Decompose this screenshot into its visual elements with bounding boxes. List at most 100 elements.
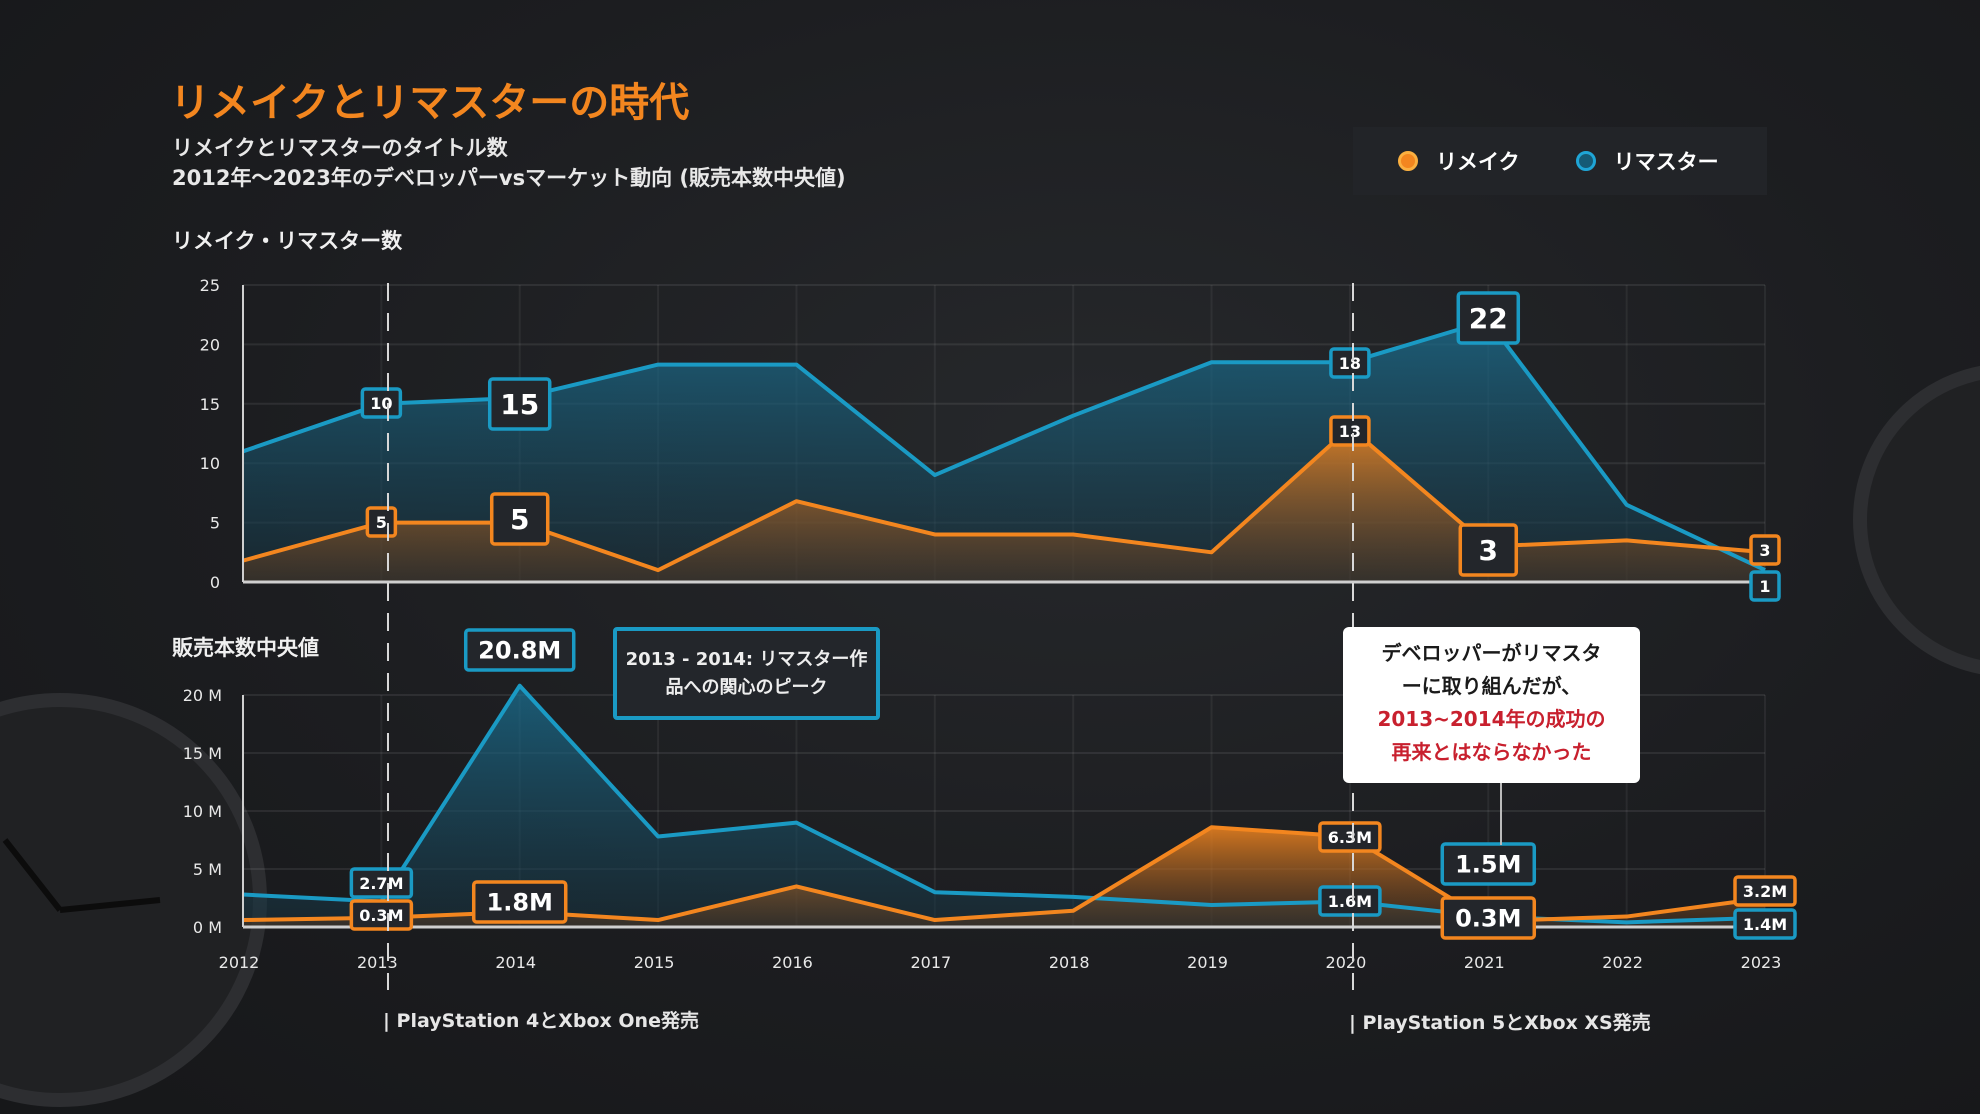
x-tick-label: 2018 [1049,953,1090,972]
callout-text: 品への関心のピーク [665,677,828,698]
data-label: 6.3M [1318,821,1382,853]
data-label: 1.4M [1733,908,1797,940]
data-label-box [1440,896,1537,940]
data-label: 18 [1329,347,1371,379]
data-label-box [1733,908,1797,940]
data-label-text: 0.3M [359,906,403,925]
callout-peak-interest: 2013 - 2014: リマスター作 品への関心のピーク [613,627,880,720]
data-label-box [1749,534,1781,566]
data-label: 3 [1458,523,1519,577]
x-tick-label: 2021 [1464,953,1505,972]
data-label-text: 15 [500,388,539,421]
ps5-launch-note: | PlayStation 5とXbox XS発売 [1349,1012,1651,1034]
callout-text: 2013 - 2014: リマスター作 [625,649,868,670]
data-label: 15 [487,377,552,431]
data-label-box [1458,523,1519,577]
legend-label: リメイク [1436,150,1520,174]
callout-text: デベロッパーがリマスタ [1381,641,1602,665]
data-label-box [489,492,550,546]
subtitle-line2: 2012年～2023年のデベロッパーvsマーケット動向 (販売本数中央値) [172,166,846,190]
data-label-text: 1.5M [1455,851,1521,879]
y-tick-label: 5 [210,514,220,533]
legend: リメイク リマスター [1353,127,1767,195]
legend-item-remake: リメイク [1398,146,1520,176]
page-title: リメイクとリマスターの時代 [170,80,690,126]
data-label-text: 1 [1759,577,1770,596]
data-label-box [1318,885,1382,917]
series-area-remake [243,427,1765,582]
y-tick-label: 5 M [193,860,222,879]
data-label-box [1329,347,1371,379]
data-label: 0.3M [1440,896,1537,940]
series-area-remaster [243,685,1765,927]
orange-dot-icon [1398,151,1418,171]
callout-text-highlight: 2013~2014年の成功の [1377,707,1606,731]
data-label-box [360,387,403,419]
data-label-box [471,880,568,924]
data-label-box [1456,291,1521,345]
x-tick-label: 2022 [1602,953,1643,972]
data-label-text: 5 [510,503,529,536]
legend-label: リマスター [1613,150,1719,174]
callout-text-highlight: 再来とはならなかった [1391,740,1592,764]
data-label-text: 1.4M [1743,915,1787,934]
data-label: 3 [1749,534,1781,566]
data-label: 5 [489,492,550,546]
data-label-text: 3 [1479,534,1498,567]
x-tick-label: 2015 [634,953,675,972]
x-tick-label: 2023 [1741,953,1782,972]
callout-developer-note: デベロッパーがリマスタ ーに取り組んだが、 2013~2014年の成功の 再来と… [1343,627,1640,783]
data-label-text: 18 [1339,354,1361,373]
data-label-text: 10 [370,394,392,413]
data-label-text: 1.8M [487,889,553,917]
data-label-text: 6.3M [1328,828,1372,847]
data-label: 13 [1329,415,1371,447]
clock-right-icon [1853,365,1980,675]
x-tick-label: 2014 [495,953,536,972]
data-label: 0.3M [349,899,414,931]
y-tick-label: 25 [200,276,220,295]
data-label-text: 13 [1339,422,1361,441]
y-tick-label: 10 M [183,802,222,821]
data-label-text: 1.6M [1328,892,1372,911]
sales-chart: 0 M 5 M 10 M 15 M 20 M 2012 2013 2014 2015 2016 20… [183,628,1797,972]
data-label: 1 [1749,570,1781,602]
data-label-box [349,867,414,899]
callout-text: ーに取り組んだが、 [1401,674,1582,698]
y-tick-label: 15 [200,395,220,414]
data-label: 5 [365,506,398,538]
top-chart-title: リメイク・リマスター数 [172,229,403,253]
data-label-text: 2.7M [359,874,403,893]
y-tick-label: 15 M [183,744,222,763]
data-label: 10 [360,387,403,419]
y-tick-label: 20 [200,335,220,354]
ps4-launch-note: | PlayStation 4とXbox One発売 [383,1010,699,1032]
data-label-box [1749,570,1781,602]
data-label-box [487,377,552,431]
data-label-box [1440,842,1537,886]
data-label: 22 [1456,291,1521,345]
data-label-text: 3.2M [1743,882,1787,901]
data-label-box [1318,821,1382,853]
y-tick-label: 10 [200,454,220,473]
data-label-box [463,628,576,672]
data-label-box [1733,875,1797,907]
data-label-text: 20.8M [478,637,561,665]
x-tick-label: 2019 [1187,953,1228,972]
bottom-chart-title: 販売本数中央値 [172,636,319,660]
x-tick-label: 2017 [910,953,951,972]
x-tick-label: 2012 [219,953,260,972]
x-tick-label: 2020 [1326,953,1367,972]
data-label: 1.5M [1440,842,1537,886]
blue-dot-icon [1575,151,1596,171]
y-tick-label: 0 [210,573,220,592]
data-label-text: 3 [1759,541,1770,560]
data-label: 1.8M [471,880,568,924]
data-label: 20.8M [463,628,576,672]
x-tick-label: 2016 [772,953,813,972]
data-label: 3.2M [1733,875,1797,907]
x-tick-label: 2013 [357,953,398,972]
